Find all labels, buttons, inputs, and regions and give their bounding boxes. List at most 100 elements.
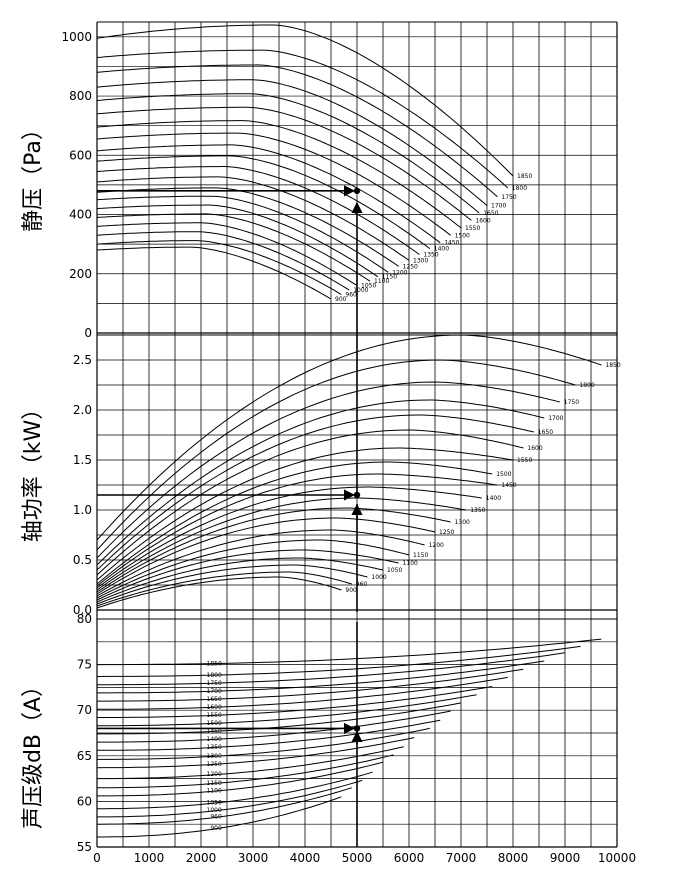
curve-label-sound: 1100	[207, 787, 222, 794]
curve-label-pressure: 1700	[491, 203, 506, 210]
grid	[96, 21, 618, 848]
curve-power-1450	[96, 473, 498, 587]
y-tick-label-pressure: 0	[84, 326, 92, 340]
curve-pressure-1300	[96, 176, 410, 261]
y-tick-label-power: 0.0	[73, 603, 92, 617]
curve-sound-1000	[97, 779, 363, 818]
curve-label-pressure: 1450	[444, 240, 459, 247]
curve-power-1150	[96, 539, 410, 599]
y-tick-label-sound: 65	[77, 749, 92, 763]
curve-power-1250	[96, 517, 436, 595]
y-tick-label-sound: 75	[77, 658, 92, 672]
x-tick-label: 0	[93, 851, 101, 865]
curve-sound-900	[97, 796, 342, 838]
curve-pressure-1450	[96, 144, 441, 244]
curves	[96, 24, 602, 838]
curve-label-pressure: 1650	[483, 210, 498, 217]
curve-label-power: 1100	[403, 560, 418, 567]
x-tick-label: 2000	[186, 851, 217, 865]
ylabel-pressure: 静压（Pa）	[21, 118, 46, 232]
curve-power-1050	[96, 557, 384, 603]
curve-sound-1550	[97, 686, 493, 718]
x-tick-label: 4000	[290, 851, 321, 865]
curve-sound-1200	[97, 746, 404, 780]
curve-pressure-1600	[96, 106, 472, 221]
curve-sound-1150	[97, 754, 394, 789]
curve-pressure-1150	[96, 204, 379, 278]
curve-label-power: 1800	[579, 382, 594, 389]
curve-power-960	[96, 571, 352, 607]
curve-sound-1650	[97, 668, 524, 702]
curve-power-1350	[96, 497, 467, 591]
y-tick-label-pressure: 600	[69, 148, 92, 162]
y-tick-label-sound: 55	[77, 840, 92, 854]
curve-sound-1800	[96, 645, 581, 677]
curve-power-1500	[96, 461, 493, 585]
curve-power-1650	[96, 414, 534, 571]
curve-pressure-1000	[96, 231, 350, 291]
curve-sound-1100	[97, 761, 384, 797]
y-tick-label-power: 1.0	[73, 503, 92, 517]
curve-sound-1600	[97, 676, 508, 710]
curve-label-power: 1300	[455, 519, 470, 526]
curve-power-1750	[96, 381, 560, 559]
curve-label-power: 1400	[486, 495, 501, 502]
curve-power-1550	[96, 447, 514, 581]
y-tick-label-sound: 80	[77, 612, 92, 626]
curve-pressure-1050	[96, 222, 358, 287]
curve-sound-1850	[97, 638, 602, 666]
curve-sound-1350	[97, 719, 441, 751]
y-tick-label-pressure: 400	[69, 208, 92, 222]
curve-label-pressure: 1050	[361, 283, 376, 290]
curve-label-pressure: 1550	[465, 225, 480, 232]
curve-label-power: 1600	[527, 445, 542, 452]
y-tick-label-power: 1.5	[73, 453, 92, 467]
y-tick-label-power: 0.5	[73, 553, 92, 567]
operating-point-power	[353, 491, 361, 499]
curve-power-1850	[96, 334, 602, 541]
curve-label-pressure: 1300	[413, 257, 428, 264]
curve-label-sound: 1500	[207, 720, 222, 727]
curve-sound-1400	[97, 710, 451, 743]
curve-label-sound: 1450	[207, 728, 222, 735]
curve-label-power: 1850	[605, 362, 620, 369]
curve-sound-1750	[97, 652, 566, 686]
operating-point-pressure	[353, 187, 361, 195]
curve-pressure-1200	[96, 195, 389, 273]
x-tick-label: 8000	[498, 851, 529, 865]
curve-sound-1300	[97, 727, 430, 760]
curve-label-sound: 900	[210, 825, 222, 832]
x-tick-label: 1000	[134, 851, 165, 865]
curve-label-sound: 1800	[207, 672, 222, 679]
curve-label-pressure: 960	[345, 291, 357, 298]
curve-sound-1450	[97, 702, 462, 735]
curve-power-1200	[96, 529, 425, 597]
curve-label-power: 1550	[517, 457, 532, 464]
curve-label-sound: 960	[210, 814, 222, 821]
curve-label-power: 1000	[371, 574, 386, 581]
y-tick-label-sound: 60	[77, 794, 92, 808]
ylabel-sound: 声压级dB（A）	[21, 675, 46, 829]
x-tick-label: 10000	[598, 851, 636, 865]
curve-label-sound: 1000	[207, 807, 222, 814]
curve-label-power: 1350	[470, 507, 485, 514]
curve-power-1400	[96, 486, 482, 589]
curve-label-pressure: 1400	[434, 246, 449, 253]
curve-pressure-1550	[96, 120, 462, 229]
curve-label-pressure: 1100	[374, 278, 389, 285]
curve-label-sound: 1300	[207, 753, 222, 760]
x-tick-label: 7000	[446, 851, 477, 865]
y-tick-label-power: 2.5	[73, 353, 92, 367]
curve-power-1800	[96, 359, 576, 551]
x-tick-label: 9000	[550, 851, 581, 865]
curve-power-900	[96, 576, 342, 609]
curve-label-power: 1450	[501, 482, 516, 489]
curve-pressure-1500	[96, 132, 451, 236]
curve-label-sound: 1650	[207, 696, 222, 703]
curve-power-1600	[96, 429, 524, 576]
curve-label-power: 900	[345, 587, 357, 594]
curve-pressure-1650	[96, 93, 480, 214]
curve-pressure-900	[96, 246, 332, 300]
curve-label-sound: 1550	[207, 712, 222, 719]
